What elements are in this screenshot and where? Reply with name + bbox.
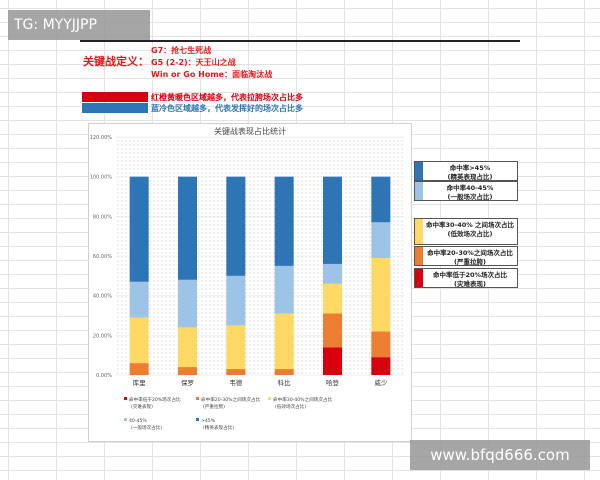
bars	[129, 176, 391, 375]
watermark-top-left: TG: MYYJJPP	[8, 10, 150, 40]
legend-entry-note: (精英表现占比)	[203, 424, 234, 431]
bar-segment-s2	[129, 363, 149, 375]
side-legend-line2: (一般场次占比)	[447, 193, 493, 201]
bar-segment-s3	[129, 317, 149, 364]
side-legend-label: 命中率30-40% 之间场次占比 (低效场次占比)	[425, 221, 515, 239]
bar-segment-s2	[226, 369, 246, 375]
side-legend-line1: 命中率30-40% 之间场次占比	[425, 221, 515, 229]
watermark-bottom-right: www.bfqd666.com	[410, 440, 590, 470]
side-legend-label: 命中率20-30%之间场次占比 (严重拉胯)	[425, 249, 515, 267]
side-legend-line2: (精英表现占比)	[447, 173, 493, 181]
side-legend-label: 命中率低于20%场次占比 (灾难表现)	[425, 271, 515, 289]
side-legend-swatch	[415, 182, 423, 200]
bar-segment-s4	[129, 281, 149, 318]
side-legend-label: 命中率>45% (精英表现占比)	[425, 164, 515, 182]
side-legend-line1: 命中率20-30%之间场次占比	[427, 249, 513, 257]
definition-line-g5: G5 (2-2)：天王山之战	[151, 58, 236, 67]
side-legend-swatch	[415, 219, 423, 244]
warm-color-note: 红橙黄暖色区域越多，代表拉胯场次占比多	[151, 93, 303, 102]
bar-segment-s4	[371, 222, 391, 258]
bar-segment-s3	[323, 283, 342, 314]
legend-entry-label: 命中率低于20%场次占比	[129, 396, 181, 403]
x-tick-label: 威少	[374, 378, 388, 387]
side-legend-item: 命中率30-40% 之间场次占比 (低效场次占比)	[414, 218, 518, 245]
y-axis: 0.00% 20.00% 40.00% 60.00% 80.00% 100.00% 120.…	[90, 135, 405, 379]
cool-color-note: 蓝冷色区域越多，代表发挥好的场次占比多	[151, 104, 303, 113]
side-legend-label: 命中率40-45% (一般场次占比)	[425, 184, 515, 202]
bar-segment-s4	[274, 265, 294, 314]
side-legend-item: 命中率40-45% (一般场次占比)	[414, 181, 518, 201]
bar-segment-s4	[226, 275, 246, 326]
y-tick-label: 20.00%	[93, 333, 112, 339]
bar-segment-s4	[323, 263, 342, 284]
side-legend-line1: 命中率低于20%场次占比	[432, 271, 508, 279]
x-tick-label: 哈登	[326, 378, 340, 387]
legend-swatch	[124, 397, 127, 400]
y-tick-label: 60.00%	[93, 254, 112, 260]
definition-line-elimination: Win or Go Home：面临淘汰战	[151, 70, 273, 79]
definition-label: 关键战定义：	[83, 55, 149, 68]
x-tick-label: 保罗	[181, 378, 194, 387]
legend-swatch	[196, 418, 199, 421]
bar-segment-s5	[129, 176, 149, 282]
x-tick-label: 库里	[133, 378, 147, 387]
bar-segment-s2	[371, 331, 391, 358]
side-legend-swatch	[415, 162, 423, 180]
legend-swatch	[124, 418, 127, 421]
bar-segment-s2	[178, 367, 197, 375]
y-tick-label: 120.00%	[90, 135, 112, 141]
legend-swatch	[268, 397, 271, 400]
legend-entry-note: (严重拉胯)	[203, 403, 225, 410]
bar-segment-s5	[274, 176, 294, 266]
side-legend-item: 命中率20-30%之间场次占比 (严重拉胯)	[414, 246, 518, 266]
y-tick-label: 40.00%	[93, 294, 112, 300]
cool-color-band	[82, 103, 148, 113]
chart-title: 关键战表现占比统计	[214, 126, 286, 136]
legend-entry-note: (低效场次占比)	[275, 403, 306, 410]
sheet-border-line	[80, 40, 520, 42]
x-axis-labels: 库里 保罗 韦德 科比 哈登 威少	[133, 378, 388, 387]
legend-entry-label: >45%	[201, 418, 216, 424]
y-tick-label: 80.00%	[93, 214, 112, 220]
warm-color-band	[82, 92, 148, 102]
bar-segment-s3	[274, 313, 294, 370]
definition-line-g7: G7：抢七生死战	[151, 46, 212, 55]
chart-legend: 命中率低于20%场次占比(灾难表现) 命中率20-30%之间场次占比(严重拉胯) 命…	[124, 396, 332, 431]
bar-segment-s4	[178, 279, 197, 328]
side-legend-item: 命中率>45% (精英表现占比)	[414, 161, 518, 181]
side-legend-swatch	[415, 247, 423, 265]
bar-segment-s5	[323, 176, 342, 264]
side-legend-line1: 命中率>45%	[449, 164, 491, 172]
x-tick-label: 科比	[278, 378, 292, 387]
bar-segment-s2	[323, 313, 342, 348]
legend-entry-label: 命中率20-30%之间场次占比	[201, 396, 260, 403]
legend-entry-label: 命中率30-40%之间场次占比	[273, 396, 332, 403]
bar-segment-s5	[178, 176, 197, 280]
chart-frame: 关键战表现占比统计 0.00% 20.00% 40.00% 60.00% 80.00% 1…	[88, 123, 412, 442]
bar-segment-s5	[371, 176, 391, 223]
x-tick-label: 韦德	[229, 378, 243, 387]
side-legend-item: 命中率低于20%场次占比 (灾难表现)	[414, 268, 518, 288]
side-legend-line2: (灾难表现)	[454, 280, 486, 288]
side-legend-line2: (严重拉胯)	[454, 258, 486, 266]
legend-entry-note: (一般场次占比)	[131, 424, 162, 431]
bar-segment-s3	[371, 257, 391, 332]
stacked-bar-chart: 关键战表现占比统计 0.00% 20.00% 40.00% 60.00% 80.00% 1…	[90, 126, 405, 431]
legend-entry-label: 40-45%	[129, 418, 147, 424]
bar-segment-s3	[178, 327, 197, 368]
bar-segment-s1	[323, 347, 342, 375]
legend-entry-note: (灾难表现)	[131, 403, 153, 410]
side-legend-line1: 命中率40-45%	[446, 184, 494, 192]
y-tick-label: 0.00%	[96, 373, 112, 379]
bar-segment-s3	[226, 325, 246, 370]
y-tick-label: 100.00%	[90, 175, 112, 181]
legend-swatch	[196, 397, 199, 400]
bar-segment-s5	[226, 176, 246, 276]
bar-segment-s2	[274, 369, 294, 375]
side-legend-swatch	[415, 269, 423, 287]
side-legend-line2: (低效场次占比)	[447, 230, 493, 238]
bar-segment-s1	[371, 357, 391, 375]
